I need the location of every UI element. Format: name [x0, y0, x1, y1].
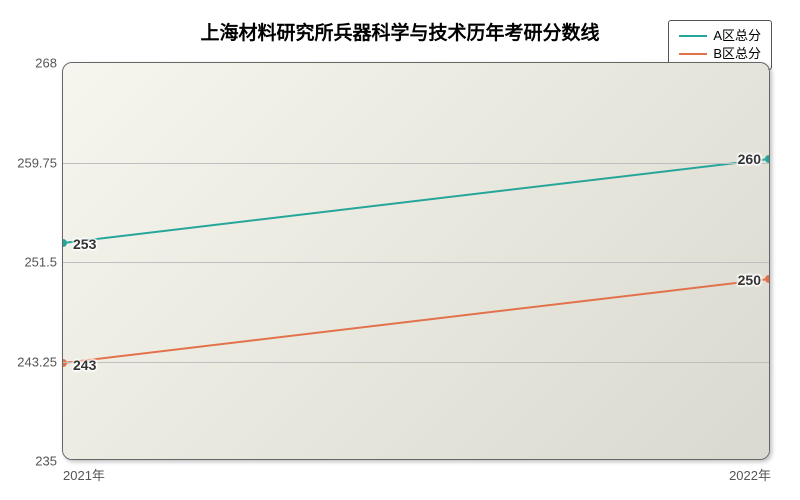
data-point-label: 243 [73, 357, 96, 373]
legend-swatch-b [679, 53, 707, 55]
legend-swatch-a [679, 35, 707, 37]
series-marker [63, 359, 67, 367]
legend-label-b: B区总分 [713, 45, 761, 63]
series-marker [765, 275, 769, 283]
legend-item-b: B区总分 [679, 45, 761, 63]
y-tick-label: 259.75 [17, 155, 63, 170]
gridline [63, 362, 769, 363]
y-tick-label: 251.5 [24, 255, 63, 270]
legend-label-a: A区总分 [713, 27, 761, 45]
series-marker [63, 239, 67, 247]
series-line [63, 159, 769, 243]
plot-area-inner: 253 260 243 250 [63, 63, 769, 459]
data-point-label: 260 [738, 151, 761, 167]
data-point-label: 250 [738, 272, 761, 288]
legend-item-a: A区总分 [679, 27, 761, 45]
gridline [63, 262, 769, 263]
y-tick-label: 235 [35, 454, 63, 469]
line-layer [63, 63, 769, 459]
y-tick-label: 268 [35, 56, 63, 71]
data-point-label: 253 [73, 236, 96, 252]
x-tick-label: 2022年 [729, 459, 771, 484]
series-line [63, 279, 769, 363]
plot-area: 253260243250 235243.25251.5259.752682021… [62, 62, 770, 460]
gridline [63, 163, 769, 164]
x-tick-label: 2021年 [63, 459, 105, 484]
y-tick-label: 243.25 [17, 354, 63, 369]
chart-container: 上海材料研究所兵器科学与技术历年考研分数线 A区总分 B区总分 25326024… [0, 0, 800, 500]
